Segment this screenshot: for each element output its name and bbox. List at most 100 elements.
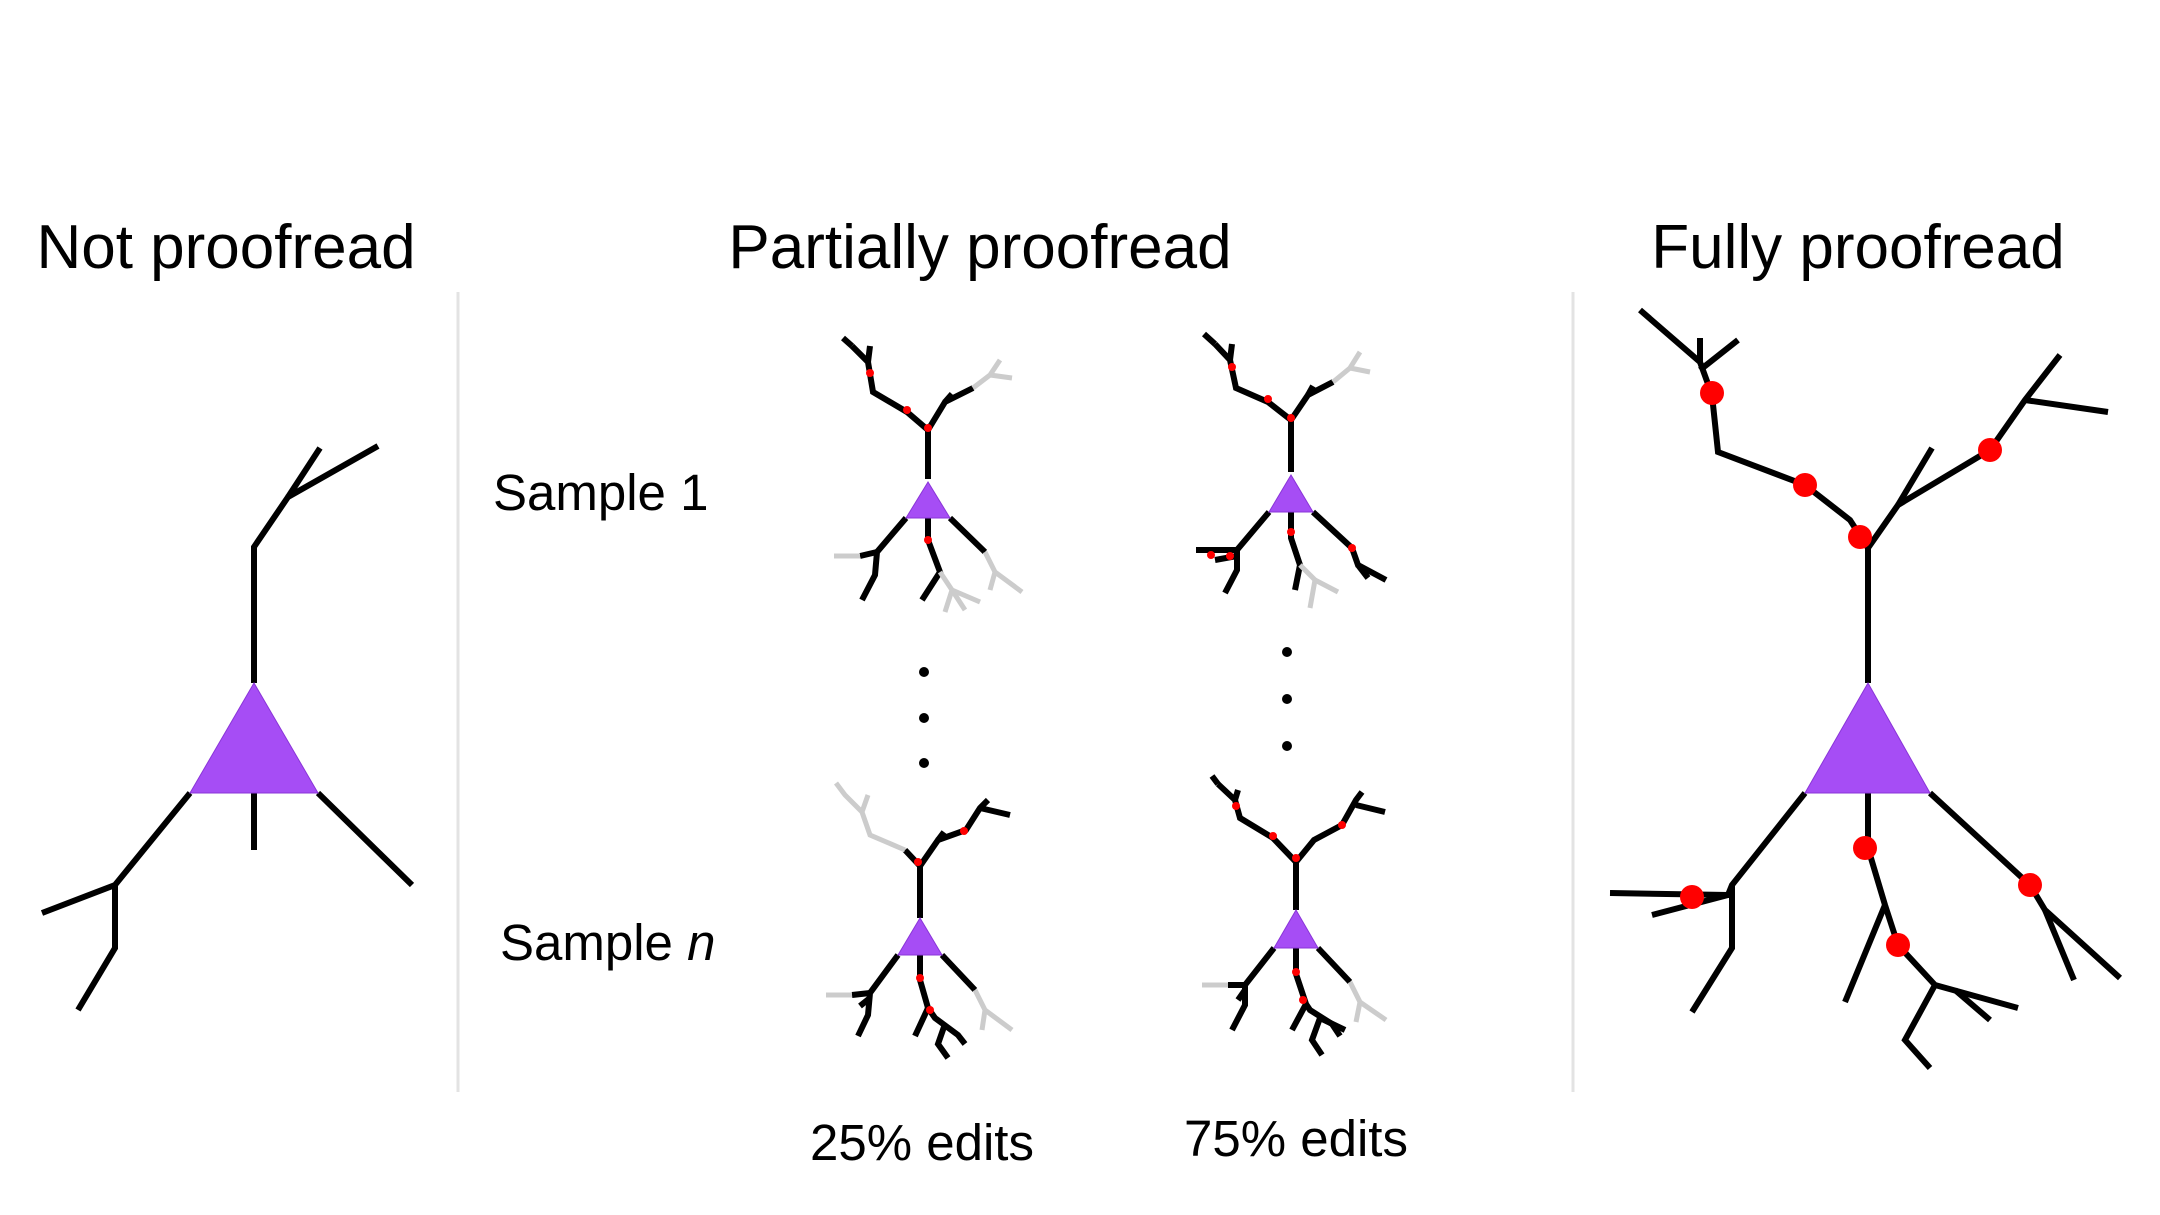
edit-marker [1978, 438, 2002, 462]
branch [1229, 946, 1277, 1032]
branch [947, 515, 988, 555]
branch [1305, 384, 1316, 397]
dendrite-middle [1865, 793, 2019, 1011]
edit-marker [1680, 885, 1704, 909]
edit-marker [2018, 873, 2042, 897]
edit-marker [914, 858, 922, 866]
label-75-edits: 75% edits [1184, 1110, 1408, 1167]
edit-marker [1287, 528, 1295, 536]
title-partially-proofread: Partially proofread [728, 213, 1231, 282]
ellipsis-dot [919, 667, 929, 677]
dendrite-apical [251, 443, 380, 683]
label-sample-n: Sample n [500, 914, 715, 971]
branch-unproofread [1298, 563, 1318, 609]
edit-marker [1338, 821, 1346, 829]
dendrite [1698, 337, 1740, 373]
branch [1315, 945, 1353, 985]
ellipsis-dot [1282, 647, 1292, 657]
branch [919, 518, 944, 602]
branch [841, 335, 854, 349]
edit-marker [1700, 381, 1724, 405]
edit-marker [1848, 525, 1872, 549]
edit-marker [1793, 473, 1817, 497]
branch [1201, 331, 1218, 347]
branch-unproofread [951, 587, 981, 605]
neuron-fully-proofread [1609, 307, 2123, 1070]
branch-unproofread [937, 570, 955, 613]
edit-marker [1226, 552, 1234, 560]
dendrite-apical-fork [285, 446, 323, 499]
dendrite-left-lower [75, 885, 118, 1012]
branch [858, 995, 872, 1009]
neuron-sample1-75 [1196, 331, 1388, 609]
edit-marker [1299, 996, 1307, 1004]
branch [1232, 789, 1241, 801]
branch [942, 392, 955, 404]
dendrite-left-lower [1689, 885, 1735, 1014]
branch [1289, 1002, 1309, 1032]
soma-sample1-25 [905, 481, 951, 519]
branch-unproofread [979, 1009, 988, 1031]
branch [1355, 802, 1386, 815]
branch-unproofread [859, 794, 871, 813]
dendrite [1895, 446, 1935, 507]
title-not-proofread: Not proofread [36, 213, 415, 282]
edit-marker [1348, 544, 1356, 552]
ellipsis-dot [1282, 741, 1292, 751]
branch [1310, 509, 1388, 583]
edit-marker [903, 406, 911, 414]
branch [849, 343, 931, 479]
branch [865, 345, 873, 363]
label-25-edits: 25% edits [810, 1114, 1034, 1171]
edit-marker [1292, 854, 1300, 862]
branch [1235, 988, 1248, 1002]
branch [1293, 790, 1365, 864]
soma-not-proofread [189, 682, 319, 794]
branch [859, 549, 878, 559]
ellipsis-dot [919, 758, 929, 768]
edit-marker [1264, 395, 1272, 403]
dendrite-right-apical [1865, 353, 2063, 550]
branch [939, 952, 978, 993]
dendrite [1901, 983, 1938, 1070]
edit-marker [1232, 802, 1240, 810]
branch [859, 516, 909, 602]
dendrite [2024, 397, 2109, 415]
edit-marker [1886, 933, 1910, 957]
edit-marker [866, 369, 874, 377]
edit-marker [1853, 836, 1877, 860]
title-fully-proofread: Fully proofread [1651, 213, 2065, 282]
branch-unproofread [989, 372, 1013, 381]
neuron-samplen-75 [1202, 774, 1388, 1057]
branch [934, 1023, 951, 1060]
branch [1318, 1015, 1347, 1033]
branch [1209, 774, 1221, 786]
edit-marker [1207, 551, 1215, 559]
dendrite-right [1927, 790, 2123, 981]
label-sample-1: Sample 1 [493, 464, 708, 521]
edit-marker [916, 974, 924, 982]
ellipsis-25 [919, 667, 929, 768]
edit-marker [924, 536, 932, 544]
branch [1227, 343, 1235, 361]
soma-samplen-25 [897, 917, 943, 956]
ellipsis-75 [1282, 647, 1292, 751]
label-sample-n-var: n [687, 914, 715, 971]
branch [1288, 512, 1304, 591]
branch [1215, 781, 1299, 910]
branch [935, 830, 947, 842]
branch [1355, 563, 1371, 580]
branch [917, 797, 991, 868]
neuron-sample1-25 [834, 335, 1024, 613]
dendrite [1953, 987, 1992, 1023]
edit-marker [1269, 832, 1277, 840]
branch-unproofread [949, 588, 968, 612]
neuron-not-proofread [40, 443, 415, 1012]
edit-marker [1287, 414, 1295, 422]
dendrite-left-apical [1638, 307, 1871, 550]
soma-sample1-75 [1268, 474, 1314, 513]
ellipsis-dot [1282, 694, 1292, 704]
label-sample-n-text: Sample [500, 914, 687, 971]
branch-unproofread [1349, 365, 1371, 375]
edit-marker [924, 424, 932, 432]
